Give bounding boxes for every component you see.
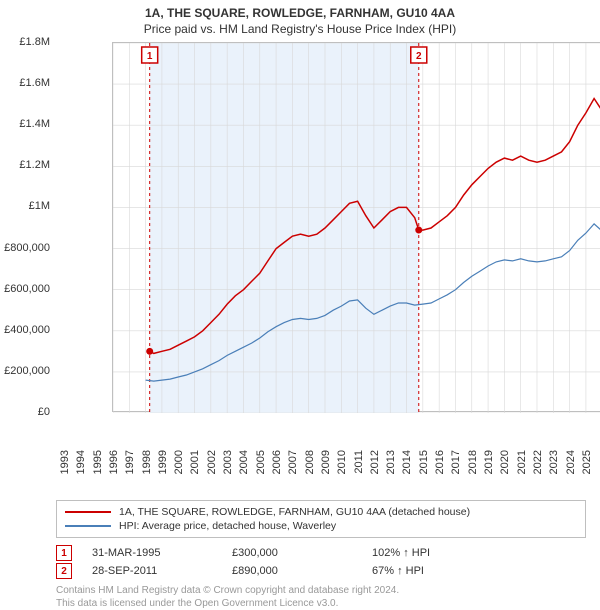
- x-tick-label: 2003: [222, 450, 234, 474]
- y-tick-label: £1M: [29, 200, 50, 212]
- y-tick-label: £400,000: [4, 324, 50, 336]
- y-tick-label: £600,000: [4, 283, 50, 295]
- marker-number-box: 2: [56, 563, 72, 579]
- x-tick-label: 2008: [304, 450, 316, 474]
- y-axis: £0£200,000£400,000£600,000£800,000£1M£1.…: [0, 42, 56, 412]
- x-tick-label: 2018: [467, 450, 479, 474]
- legend-label: 1A, THE SQUARE, ROWLEDGE, FARNHAM, GU10 …: [119, 506, 470, 518]
- legend-item: HPI: Average price, detached house, Wave…: [65, 519, 577, 533]
- legend-item: 1A, THE SQUARE, ROWLEDGE, FARNHAM, GU10 …: [65, 505, 577, 519]
- plot-area: 12: [112, 42, 600, 412]
- x-tick-label: 2004: [238, 450, 250, 474]
- x-tick-label: 2024: [565, 450, 577, 474]
- x-tick-label: 2014: [401, 450, 413, 474]
- y-tick-label: £1.2M: [19, 159, 50, 171]
- x-tick-label: 2010: [336, 450, 348, 474]
- svg-text:2: 2: [416, 51, 422, 62]
- x-tick-label: 2017: [450, 450, 462, 474]
- chart-svg: 12: [113, 43, 600, 413]
- x-tick-label: 2013: [385, 450, 397, 474]
- x-tick-label: 1993: [59, 450, 71, 474]
- footer-attribution: Contains HM Land Registry data © Crown c…: [56, 584, 586, 610]
- legend-swatch: [65, 525, 111, 527]
- transaction-date: 31-MAR-1995: [92, 547, 212, 559]
- transaction-row: 1 31-MAR-1995 £300,000 102% ↑ HPI: [56, 544, 586, 562]
- x-tick-label: 2005: [255, 450, 267, 474]
- transaction-price: £300,000: [232, 547, 352, 559]
- footer-line: This data is licensed under the Open Gov…: [56, 597, 586, 610]
- svg-text:1: 1: [147, 51, 153, 62]
- legend-label: HPI: Average price, detached house, Wave…: [119, 520, 336, 532]
- x-tick-label: 2002: [206, 450, 218, 474]
- transaction-row: 2 28-SEP-2011 £890,000 67% ↑ HPI: [56, 562, 586, 580]
- x-tick-label: 1999: [157, 450, 169, 474]
- x-tick-label: 2016: [434, 450, 446, 474]
- x-tick-label: 1995: [92, 450, 104, 474]
- x-tick-label: 2025: [581, 450, 593, 474]
- y-tick-label: £1.8M: [19, 36, 50, 48]
- transaction-price: £890,000: [232, 565, 352, 577]
- y-tick-label: £1.6M: [19, 77, 50, 89]
- transaction-delta: 67% ↑ HPI: [372, 565, 492, 577]
- x-tick-label: 2019: [483, 450, 495, 474]
- legend: 1A, THE SQUARE, ROWLEDGE, FARNHAM, GU10 …: [56, 500, 586, 538]
- x-tick-label: 2015: [418, 450, 430, 474]
- chart-subtitle: Price paid vs. HM Land Registry's House …: [0, 20, 600, 42]
- x-axis: 1993199419951996199719981999200020012002…: [56, 412, 586, 452]
- footer-line: Contains HM Land Registry data © Crown c…: [56, 584, 586, 597]
- x-tick-label: 2007: [287, 450, 299, 474]
- chart-title: 1A, THE SQUARE, ROWLEDGE, FARNHAM, GU10 …: [0, 0, 600, 20]
- x-tick-label: 2000: [173, 450, 185, 474]
- x-tick-label: 2021: [516, 450, 528, 474]
- chart-container: 1A, THE SQUARE, ROWLEDGE, FARNHAM, GU10 …: [0, 0, 600, 560]
- x-tick-label: 2006: [271, 450, 283, 474]
- transaction-date: 28-SEP-2011: [92, 565, 212, 577]
- x-tick-label: 2020: [499, 450, 511, 474]
- x-tick-label: 2009: [320, 450, 332, 474]
- x-tick-label: 1996: [108, 450, 120, 474]
- x-tick-label: 2023: [548, 450, 560, 474]
- transaction-delta: 102% ↑ HPI: [372, 547, 492, 559]
- x-tick-label: 2011: [353, 450, 365, 474]
- legend-swatch: [65, 511, 111, 513]
- marker-number-box: 1: [56, 545, 72, 561]
- x-tick-label: 1998: [141, 450, 153, 474]
- x-tick-label: 1997: [124, 450, 136, 474]
- x-tick-label: 2001: [189, 450, 201, 474]
- y-tick-label: £200,000: [4, 365, 50, 377]
- y-tick-label: £1.4M: [19, 118, 50, 130]
- x-tick-label: 2022: [532, 450, 544, 474]
- y-tick-label: £0: [38, 406, 50, 418]
- transaction-markers: 1 31-MAR-1995 £300,000 102% ↑ HPI 2 28-SEP-20…: [56, 544, 586, 580]
- x-tick-label: 1994: [75, 450, 87, 474]
- y-tick-label: £800,000: [4, 242, 50, 254]
- x-tick-label: 2012: [369, 450, 381, 474]
